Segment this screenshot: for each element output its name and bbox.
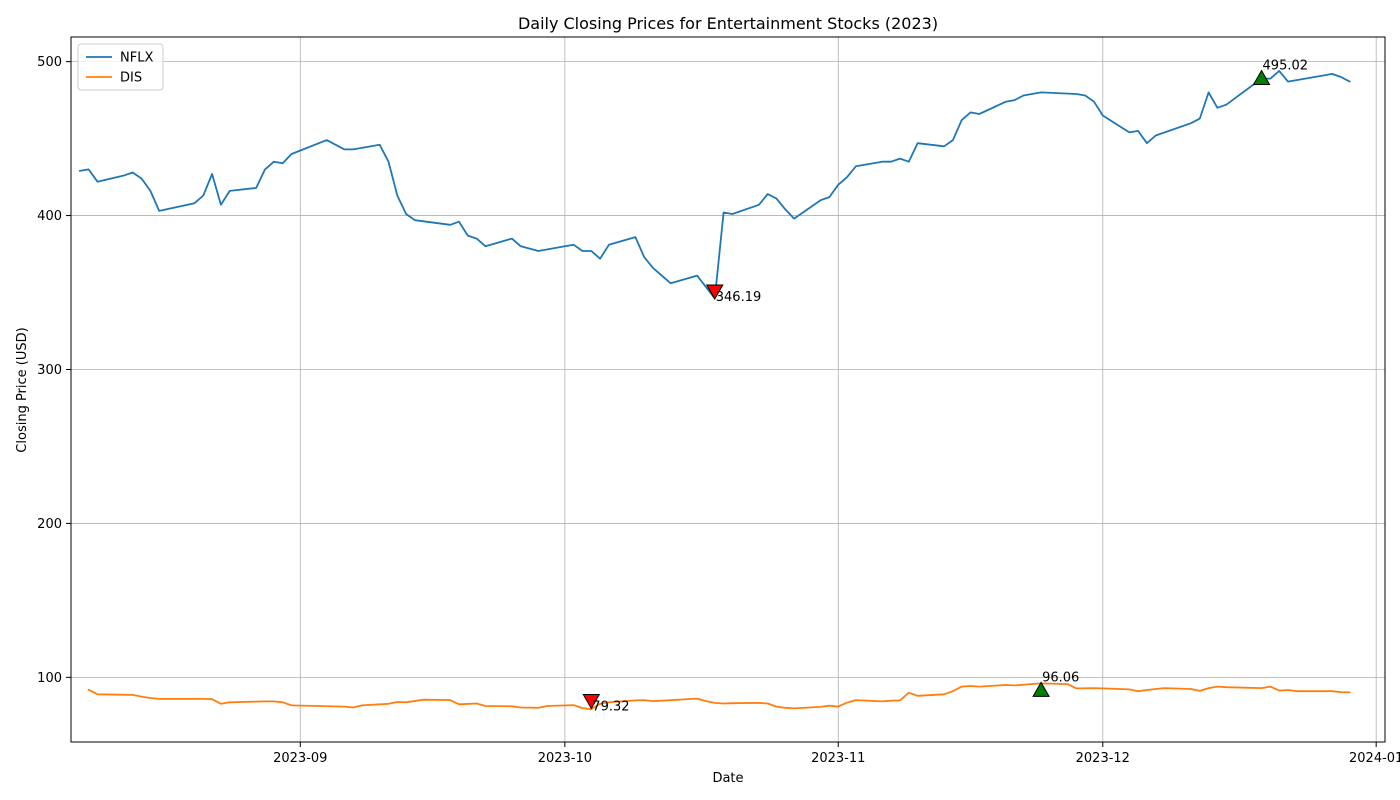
min-label-dis: 79.32 <box>592 699 629 714</box>
x-tick-label: 2023-11 <box>811 751 865 766</box>
x-axis-ticks: 2023-09 2023-10 2023-11 2023-12 2024-01 <box>273 742 1400 766</box>
chart-title: Daily Closing Prices for Entertainment S… <box>518 14 938 33</box>
x-tick-label: 2023-09 <box>273 751 327 766</box>
min-label-nflx: 346.19 <box>716 290 762 305</box>
extrema-markers: 495.02 346.19 96.06 79.32 <box>582 59 1309 714</box>
x-tick-label: 2024-01 <box>1349 751 1400 766</box>
plot-area-frame <box>70 36 1386 743</box>
x-tick-label: 2023-10 <box>538 751 592 766</box>
min-marker-dis <box>582 693 601 710</box>
x-tick-label: 2023-12 <box>1076 751 1130 766</box>
y-axis-title: Closing Price (USD) <box>15 327 30 452</box>
max-marker-nflx <box>1252 69 1271 86</box>
legend-box <box>77 43 164 91</box>
legend-label-dis: DIS <box>120 71 142 86</box>
y-tick-label: 300 <box>37 363 62 378</box>
y-tick-label: 400 <box>37 209 62 224</box>
series-line-dis <box>87 682 1351 711</box>
x-axis-title: Date <box>712 771 743 786</box>
series-lines <box>78 70 1351 711</box>
y-axis-ticks: 100 200 300 400 500 <box>37 55 71 686</box>
legend-label-nflx: NFLX <box>120 51 153 66</box>
min-marker-nflx <box>705 284 724 300</box>
y-tick-label: 500 <box>37 55 62 70</box>
max-marker-dis <box>1032 681 1050 697</box>
y-tick-label: 200 <box>37 517 62 532</box>
grid <box>71 37 1385 742</box>
series-line-nflx <box>78 70 1351 300</box>
y-tick-label: 100 <box>37 671 62 686</box>
max-label-nflx: 495.02 <box>1263 59 1309 74</box>
max-label-dis: 96.06 <box>1042 670 1079 685</box>
legend: NFLX DIS <box>77 43 164 91</box>
